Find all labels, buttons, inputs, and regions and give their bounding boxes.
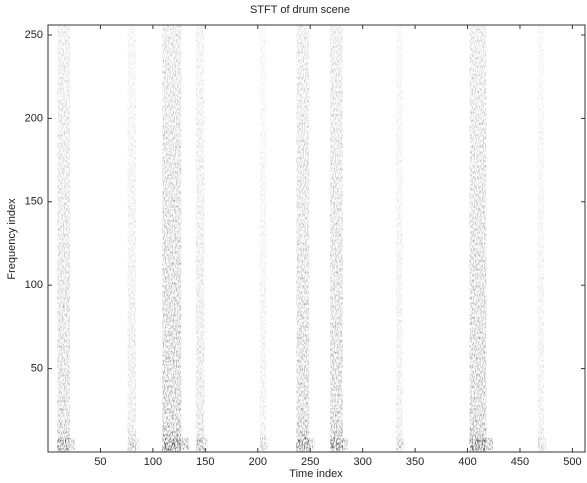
spectral-column xyxy=(296,25,310,452)
y-tick-label: 150 xyxy=(25,196,43,208)
x-tick-label: 400 xyxy=(458,456,476,468)
x-tick-label: 250 xyxy=(301,456,319,468)
onset-burst xyxy=(469,438,494,450)
x-tick-label: 50 xyxy=(94,456,106,468)
onset-burst xyxy=(195,438,208,450)
plot-frame xyxy=(47,24,586,453)
chart-title: STFT of drum scene xyxy=(250,4,350,16)
onset-burst xyxy=(259,438,269,450)
onset-burst xyxy=(127,438,140,450)
x-tick-label: 150 xyxy=(196,456,214,468)
onset-burst xyxy=(162,438,189,450)
spectral-column xyxy=(57,25,71,452)
x-tick-label: 500 xyxy=(563,456,581,468)
x-tick-label: 450 xyxy=(511,456,529,468)
y-tick-label: 100 xyxy=(25,279,43,291)
spectrogram xyxy=(57,25,547,452)
y-axis-label: Frequency index xyxy=(6,198,18,280)
x-tick-label: 350 xyxy=(406,456,424,468)
x-axis-label: Time index xyxy=(289,468,343,480)
spectral-column xyxy=(127,25,137,452)
spectral-column xyxy=(537,25,545,452)
y-tick-label: 250 xyxy=(25,29,43,41)
spectral-column xyxy=(469,25,487,452)
spectral-column xyxy=(195,25,205,452)
y-tick-label: 200 xyxy=(25,112,43,124)
onset-burst xyxy=(296,438,315,450)
spectral-column xyxy=(162,25,182,452)
y-tick-label: 50 xyxy=(31,363,43,375)
onset-burst xyxy=(396,438,406,450)
onset-burst xyxy=(537,438,547,450)
onset-burst xyxy=(330,438,348,450)
x-tick-label: 300 xyxy=(353,456,371,468)
x-tick-label: 100 xyxy=(144,456,162,468)
spectral-column xyxy=(330,25,343,452)
spectral-column xyxy=(259,25,267,452)
spectral-column xyxy=(396,25,403,452)
x-tick-label: 200 xyxy=(249,456,267,468)
onset-burst xyxy=(57,438,76,450)
